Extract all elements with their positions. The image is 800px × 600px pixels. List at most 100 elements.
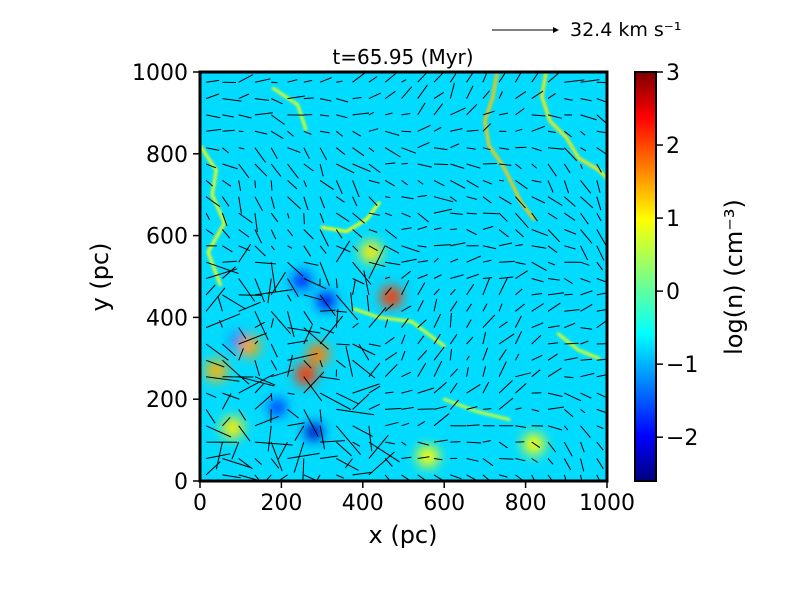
velocity-vector [580,245,589,261]
velocity-vector [466,424,480,427]
velocity-vector [303,147,310,159]
velocity-vector [368,163,381,173]
velocity-vector [277,474,288,481]
velocity-vector [596,474,601,481]
velocity-vector [482,123,492,132]
velocity-vector [564,245,576,250]
velocity-vector [287,180,298,190]
velocity-vector [254,321,266,329]
velocity-vector [222,229,231,239]
velocity-vector [368,111,375,116]
velocity-vector [401,196,414,200]
plot-area [200,72,607,481]
velocity-vector [320,130,330,134]
dense-clump [380,285,403,308]
velocity-vector [417,124,431,132]
velocity-vector [384,147,401,158]
y-tick-label: 800 [146,143,188,168]
x-tick-label: 600 [423,491,465,516]
velocity-vector [238,229,250,238]
velocity-vector [319,163,324,177]
velocity-vector [580,163,583,170]
velocity-vector [254,376,276,386]
velocity-vector [352,97,362,100]
velocity-vector [514,331,523,345]
velocity-vector [580,303,593,312]
velocity-vector [401,130,412,133]
velocity-vector [368,385,381,394]
velocity-vector [366,295,370,312]
velocity-vector [368,212,380,216]
velocity-vector [547,292,565,296]
velocity-vector [368,179,380,184]
velocity-vector [433,126,442,132]
density-features [205,240,545,468]
velocity-vector [254,360,260,377]
velocity-vector [433,288,440,296]
velocity-vector [482,110,495,116]
velocity-vector [303,311,314,326]
velocity-vector [385,261,401,266]
velocity-vector [254,415,279,427]
velocity-vector [336,408,375,416]
velocity-vector [238,332,267,345]
velocity-vector [547,229,561,243]
velocity-vector [563,180,570,194]
velocity-vector [205,343,229,361]
velocity-vector [287,340,308,345]
velocity-vector [433,413,450,427]
velocity-vector [466,163,481,169]
velocity-vector [222,129,235,132]
velocity-vector [482,179,493,185]
velocity-vector [206,79,220,83]
velocity-vector [531,163,538,169]
velocity-vector [450,196,457,202]
velocity-vector [368,425,373,452]
velocity-vector [547,147,565,150]
velocity-vector [466,129,479,132]
velocity-vector [466,103,478,116]
velocity-vector [270,180,273,191]
velocity-vector [335,278,338,289]
velocity-reference: 32.4 km s⁻¹ [492,19,681,41]
velocity-vector [433,382,447,394]
velocity-vector [231,441,240,460]
velocity-vector [417,274,428,279]
velocity-vector [401,334,406,345]
velocity-vector [564,309,580,312]
velocity-vector [449,82,455,99]
velocity-vector [596,147,607,156]
velocity-vector [499,458,514,460]
velocity-vector [254,311,269,341]
velocity-vector [417,141,430,149]
velocity-vector [450,258,459,263]
velocity-vector [433,196,454,203]
velocity-vector [596,98,607,103]
velocity-vector [205,212,211,221]
velocity-vector [254,130,268,135]
velocity-vector [547,163,557,177]
velocity-vector [205,93,220,100]
velocity-vector [498,474,508,478]
velocity-vector [238,180,242,191]
velocity-vector [238,212,253,224]
velocity-vector [515,90,527,100]
velocity-vector [335,294,359,321]
velocity-vector [515,288,523,296]
velocity-vector [303,294,322,301]
velocity-vector [433,360,443,377]
velocity-vector [580,458,585,472]
velocity-vector [352,343,376,356]
velocity-vector [205,409,216,424]
velocity-vector [433,147,448,151]
velocity-vector [303,376,323,402]
velocity-vector [466,229,478,236]
velocity-vector [466,406,478,410]
velocity-vector [466,474,479,481]
velocity-vector [515,179,528,190]
velocity-vector [563,441,573,457]
colorbar-tick-label: 0 [666,280,680,305]
dense-filament [320,201,381,233]
x-axis-label: x (pc) [369,521,438,549]
velocity-vector [401,305,412,312]
